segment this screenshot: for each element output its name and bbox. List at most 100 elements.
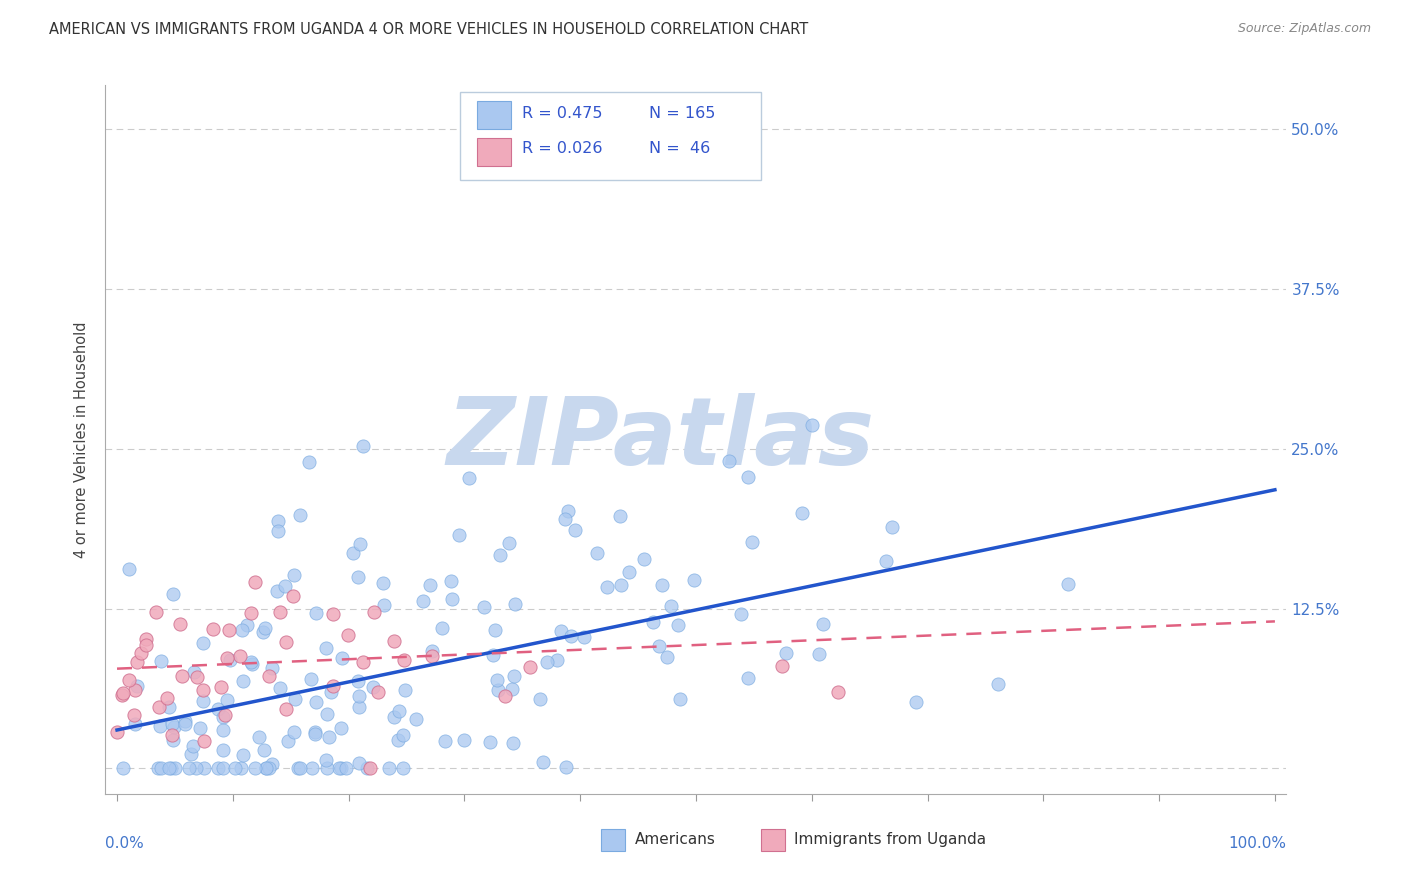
Point — [212, 723, 235, 738]
Point — [609, 508, 631, 523]
Point — [276, 635, 298, 649]
Point — [420, 644, 443, 658]
FancyBboxPatch shape — [602, 830, 626, 851]
Point — [880, 519, 903, 533]
Point — [643, 615, 665, 629]
Point — [111, 686, 134, 700]
Point — [412, 594, 434, 608]
Point — [298, 455, 321, 469]
Point — [117, 562, 139, 576]
Point — [252, 625, 274, 640]
Point — [382, 633, 405, 648]
Point — [682, 573, 704, 587]
Point — [135, 632, 157, 647]
Point — [585, 546, 607, 560]
Point — [669, 691, 692, 706]
Point — [554, 512, 576, 526]
Point — [305, 606, 328, 620]
Point — [193, 761, 215, 775]
FancyBboxPatch shape — [460, 92, 761, 180]
Point — [322, 607, 344, 622]
Point — [266, 583, 288, 598]
Point — [260, 661, 283, 675]
Point — [304, 727, 326, 741]
Point — [231, 623, 253, 637]
Point — [432, 621, 454, 635]
Point — [105, 725, 128, 739]
Point — [281, 589, 304, 603]
Point — [253, 621, 276, 635]
Point — [124, 717, 146, 731]
Point — [290, 761, 312, 775]
Point — [349, 756, 371, 770]
Point — [391, 761, 413, 775]
Point — [259, 761, 281, 775]
Point — [191, 694, 214, 708]
Point — [159, 761, 181, 775]
Point — [458, 471, 481, 485]
Point — [595, 580, 617, 594]
Point — [489, 548, 512, 562]
Point — [373, 576, 395, 591]
Point — [472, 600, 495, 615]
FancyBboxPatch shape — [478, 101, 510, 129]
Point — [373, 598, 395, 612]
Point — [356, 761, 378, 775]
Point — [211, 743, 233, 757]
Point — [329, 721, 352, 735]
Point — [987, 677, 1010, 691]
Point — [741, 535, 763, 549]
Point — [316, 707, 339, 722]
Point — [486, 683, 509, 698]
Point — [267, 514, 290, 528]
Point — [193, 733, 215, 747]
Point — [256, 761, 278, 775]
Point — [441, 591, 464, 606]
Point — [433, 734, 456, 748]
Point — [557, 504, 579, 518]
Point — [188, 721, 211, 735]
Point — [772, 658, 794, 673]
Point — [347, 570, 370, 584]
Point — [730, 607, 752, 621]
Point — [519, 660, 541, 674]
Point — [157, 700, 180, 714]
Point — [482, 648, 505, 662]
Point — [657, 650, 679, 665]
FancyBboxPatch shape — [761, 830, 785, 851]
Point — [775, 646, 797, 660]
Point — [555, 760, 578, 774]
Point — [439, 574, 461, 588]
Text: Immigrants from Uganda: Immigrants from Uganda — [794, 831, 986, 847]
Point — [560, 630, 582, 644]
Point — [322, 679, 344, 693]
Point — [276, 702, 298, 716]
Point — [129, 646, 152, 660]
Point — [359, 761, 381, 775]
Point — [174, 717, 197, 731]
Point — [536, 655, 558, 669]
Point — [253, 742, 276, 756]
Point — [484, 623, 506, 637]
Point — [202, 623, 225, 637]
Point — [283, 724, 305, 739]
Point — [633, 551, 655, 566]
Point — [211, 709, 233, 723]
Point — [218, 653, 240, 667]
Point — [180, 747, 202, 761]
Point — [387, 733, 409, 747]
Point — [162, 733, 184, 747]
Point — [550, 624, 572, 638]
Point — [148, 699, 170, 714]
Point — [478, 735, 501, 749]
Point — [502, 669, 524, 683]
Point — [349, 537, 371, 551]
Point — [111, 688, 134, 702]
Point — [346, 673, 368, 688]
Point — [419, 578, 441, 592]
Point — [361, 680, 384, 694]
Text: R = 0.475: R = 0.475 — [523, 106, 603, 121]
Point — [498, 536, 520, 550]
Point — [122, 707, 145, 722]
Point — [267, 524, 290, 538]
